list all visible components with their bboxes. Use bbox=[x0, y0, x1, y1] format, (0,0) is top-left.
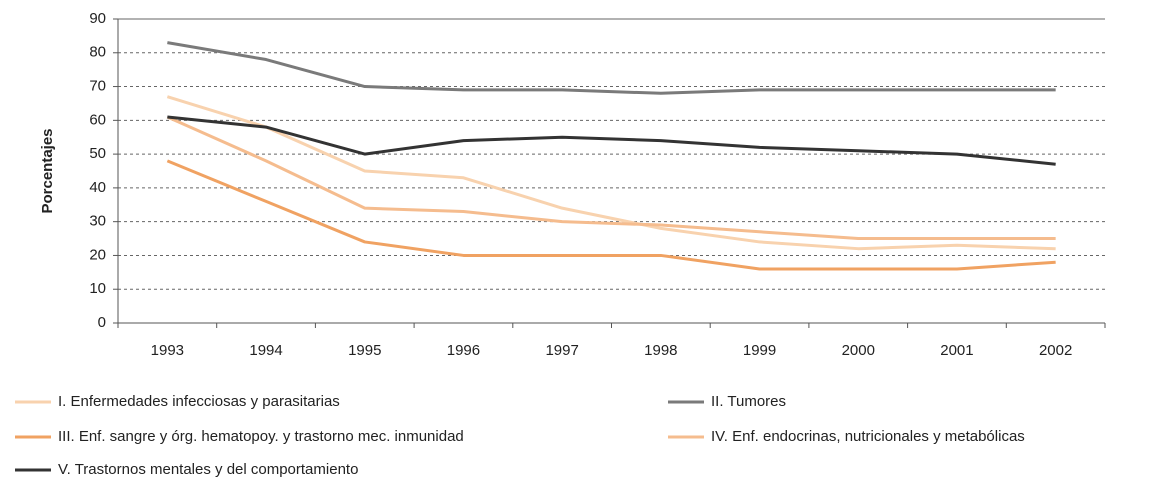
legend-label: II. Tumores bbox=[711, 393, 786, 410]
y-tick-label: 90 bbox=[89, 10, 106, 27]
x-tick-label: 1995 bbox=[348, 342, 381, 359]
y-tick-label: 40 bbox=[89, 179, 106, 196]
x-tick-label: 2001 bbox=[940, 342, 973, 359]
y-tick-label: 10 bbox=[89, 280, 106, 297]
y-axis-label: Porcentajes bbox=[39, 128, 56, 213]
x-tick-label: 2002 bbox=[1039, 342, 1072, 359]
x-tick-label: 1993 bbox=[151, 342, 184, 359]
legend-label: III. Enf. sangre y órg. hematopoy. y tra… bbox=[58, 428, 464, 445]
y-tick-label: 50 bbox=[89, 145, 106, 162]
x-tick-label: 1997 bbox=[545, 342, 578, 359]
series-line bbox=[166, 95, 1056, 251]
y-tick-label: 80 bbox=[89, 44, 106, 61]
y-tick-label: 0 bbox=[98, 314, 106, 331]
x-tick-label: 1999 bbox=[743, 342, 776, 359]
series-line bbox=[166, 115, 1056, 241]
series-line bbox=[167, 115, 1056, 166]
y-tick-label: 70 bbox=[89, 78, 106, 95]
y-tick-label: 20 bbox=[89, 246, 106, 263]
x-tick-label: 2000 bbox=[842, 342, 875, 359]
legend-label: IV. Enf. endocrinas, nutricionales y met… bbox=[711, 428, 1025, 445]
y-tick-label: 60 bbox=[89, 111, 106, 128]
x-tick-label: 1994 bbox=[249, 342, 282, 359]
series-line bbox=[167, 41, 1056, 95]
legend-label: I. Enfermedades infecciosas y parasitari… bbox=[58, 393, 340, 410]
x-tick-label: 1998 bbox=[644, 342, 677, 359]
legend-label: V. Trastornos mentales y del comportamie… bbox=[58, 461, 358, 478]
x-tick-label: 1996 bbox=[447, 342, 480, 359]
y-tick-label: 30 bbox=[89, 213, 106, 230]
series-line bbox=[166, 159, 1056, 271]
